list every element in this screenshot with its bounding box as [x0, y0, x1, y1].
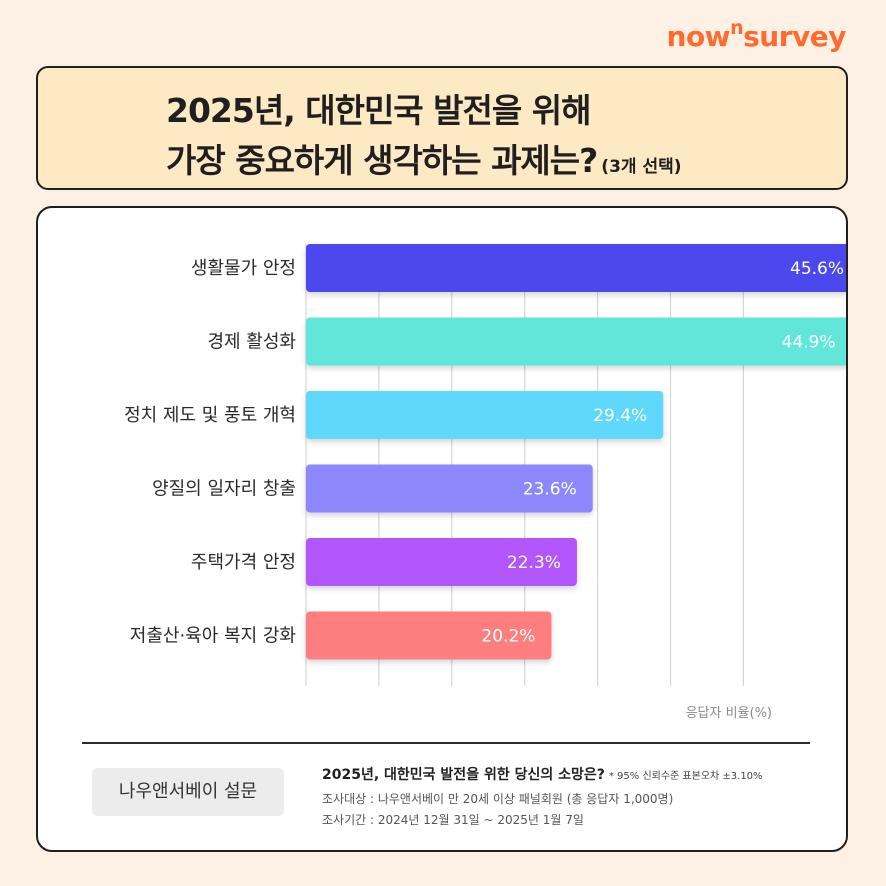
value-label: 20.2% — [481, 627, 535, 647]
footer-divider — [82, 742, 810, 744]
category-label: 생활물가 안정 — [191, 258, 296, 279]
bar — [306, 464, 593, 513]
brand-sup: n — [730, 17, 744, 39]
brand-logo: nownsurvey — [666, 17, 847, 53]
survey-question-text: 2025년, 대한민국 발전을 위한 당신의 소망은? — [322, 767, 605, 783]
axis-label: 응답자 비율(%) — [686, 706, 772, 721]
category-label: 경제 활성화 — [207, 332, 296, 353]
bar — [306, 611, 552, 660]
value-label: 23.6% — [523, 480, 577, 500]
value-label: 29.4% — [593, 406, 647, 426]
category-label: 양질의 일자리 창출 — [152, 479, 296, 500]
category-label: 저출산·육아 복지 강화 — [130, 626, 296, 647]
brand-prefix: now — [666, 20, 731, 53]
category-label: 주택가격 안정 — [191, 552, 296, 573]
bar — [306, 244, 846, 292]
survey-question: 2025년, 대한민국 발전을 위한 당신의 소망은? * 95% 신뢰수준 표본… — [322, 764, 763, 784]
survey-period: 조사기간 : 2024년 12월 31일 ~ 2025년 1월 7일 — [322, 813, 584, 827]
survey-target: 조사대상 : 나우앤서베이 만 20세 이상 패널회원 (총 응답자 1,000… — [322, 792, 674, 806]
title-line-2-text: 가장 중요하게 생각하는 과제는? — [166, 141, 598, 180]
category-label: 정치 제도 및 풍토 개혁 — [124, 405, 296, 426]
title-line-1: 2025년, 대한민국 발전을 위해 — [166, 91, 591, 130]
value-label: 22.3% — [507, 553, 561, 573]
title-note: (3개 선택) — [601, 157, 682, 177]
title-box: 2025년, 대한민국 발전을 위해 가장 중요하게 생각하는 과제는? (3개 … — [36, 66, 848, 190]
title-line-2: 가장 중요하게 생각하는 과제는? (3개 선택) — [166, 134, 682, 182]
bars: 생활물가 안정 45.6% 경제 활성화 44.9% 정치 제도 및 풍토 개혁 29.4… — [124, 244, 846, 660]
value-label: 45.6% — [790, 259, 844, 279]
bar — [306, 391, 664, 439]
brand-suffix: survey — [743, 20, 846, 53]
bar — [306, 538, 577, 586]
bar-chart: 생활물가 안정 45.6% 경제 활성화 44.9% 정치 제도 및 풍토 개혁 29.4… — [124, 244, 846, 721]
survey-badge: 나우앤서베이 설문 — [92, 768, 284, 816]
chart-card: 생활물가 안정 45.6% 경제 활성화 44.9% 정치 제도 및 풍토 개혁 29.4… — [36, 206, 848, 852]
bar — [306, 317, 846, 366]
confidence-note: * 95% 신뢰수준 표본오차 ±3.10% — [608, 771, 763, 782]
value-label: 44.9% — [782, 333, 836, 353]
